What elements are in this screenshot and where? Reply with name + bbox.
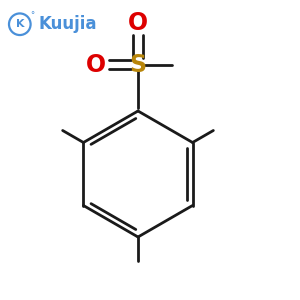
Text: Kuujia: Kuujia bbox=[38, 15, 97, 33]
Text: O: O bbox=[86, 52, 106, 76]
Text: K: K bbox=[16, 19, 24, 29]
Text: S: S bbox=[129, 52, 147, 76]
Text: O: O bbox=[128, 11, 148, 35]
Text: °: ° bbox=[30, 11, 34, 20]
